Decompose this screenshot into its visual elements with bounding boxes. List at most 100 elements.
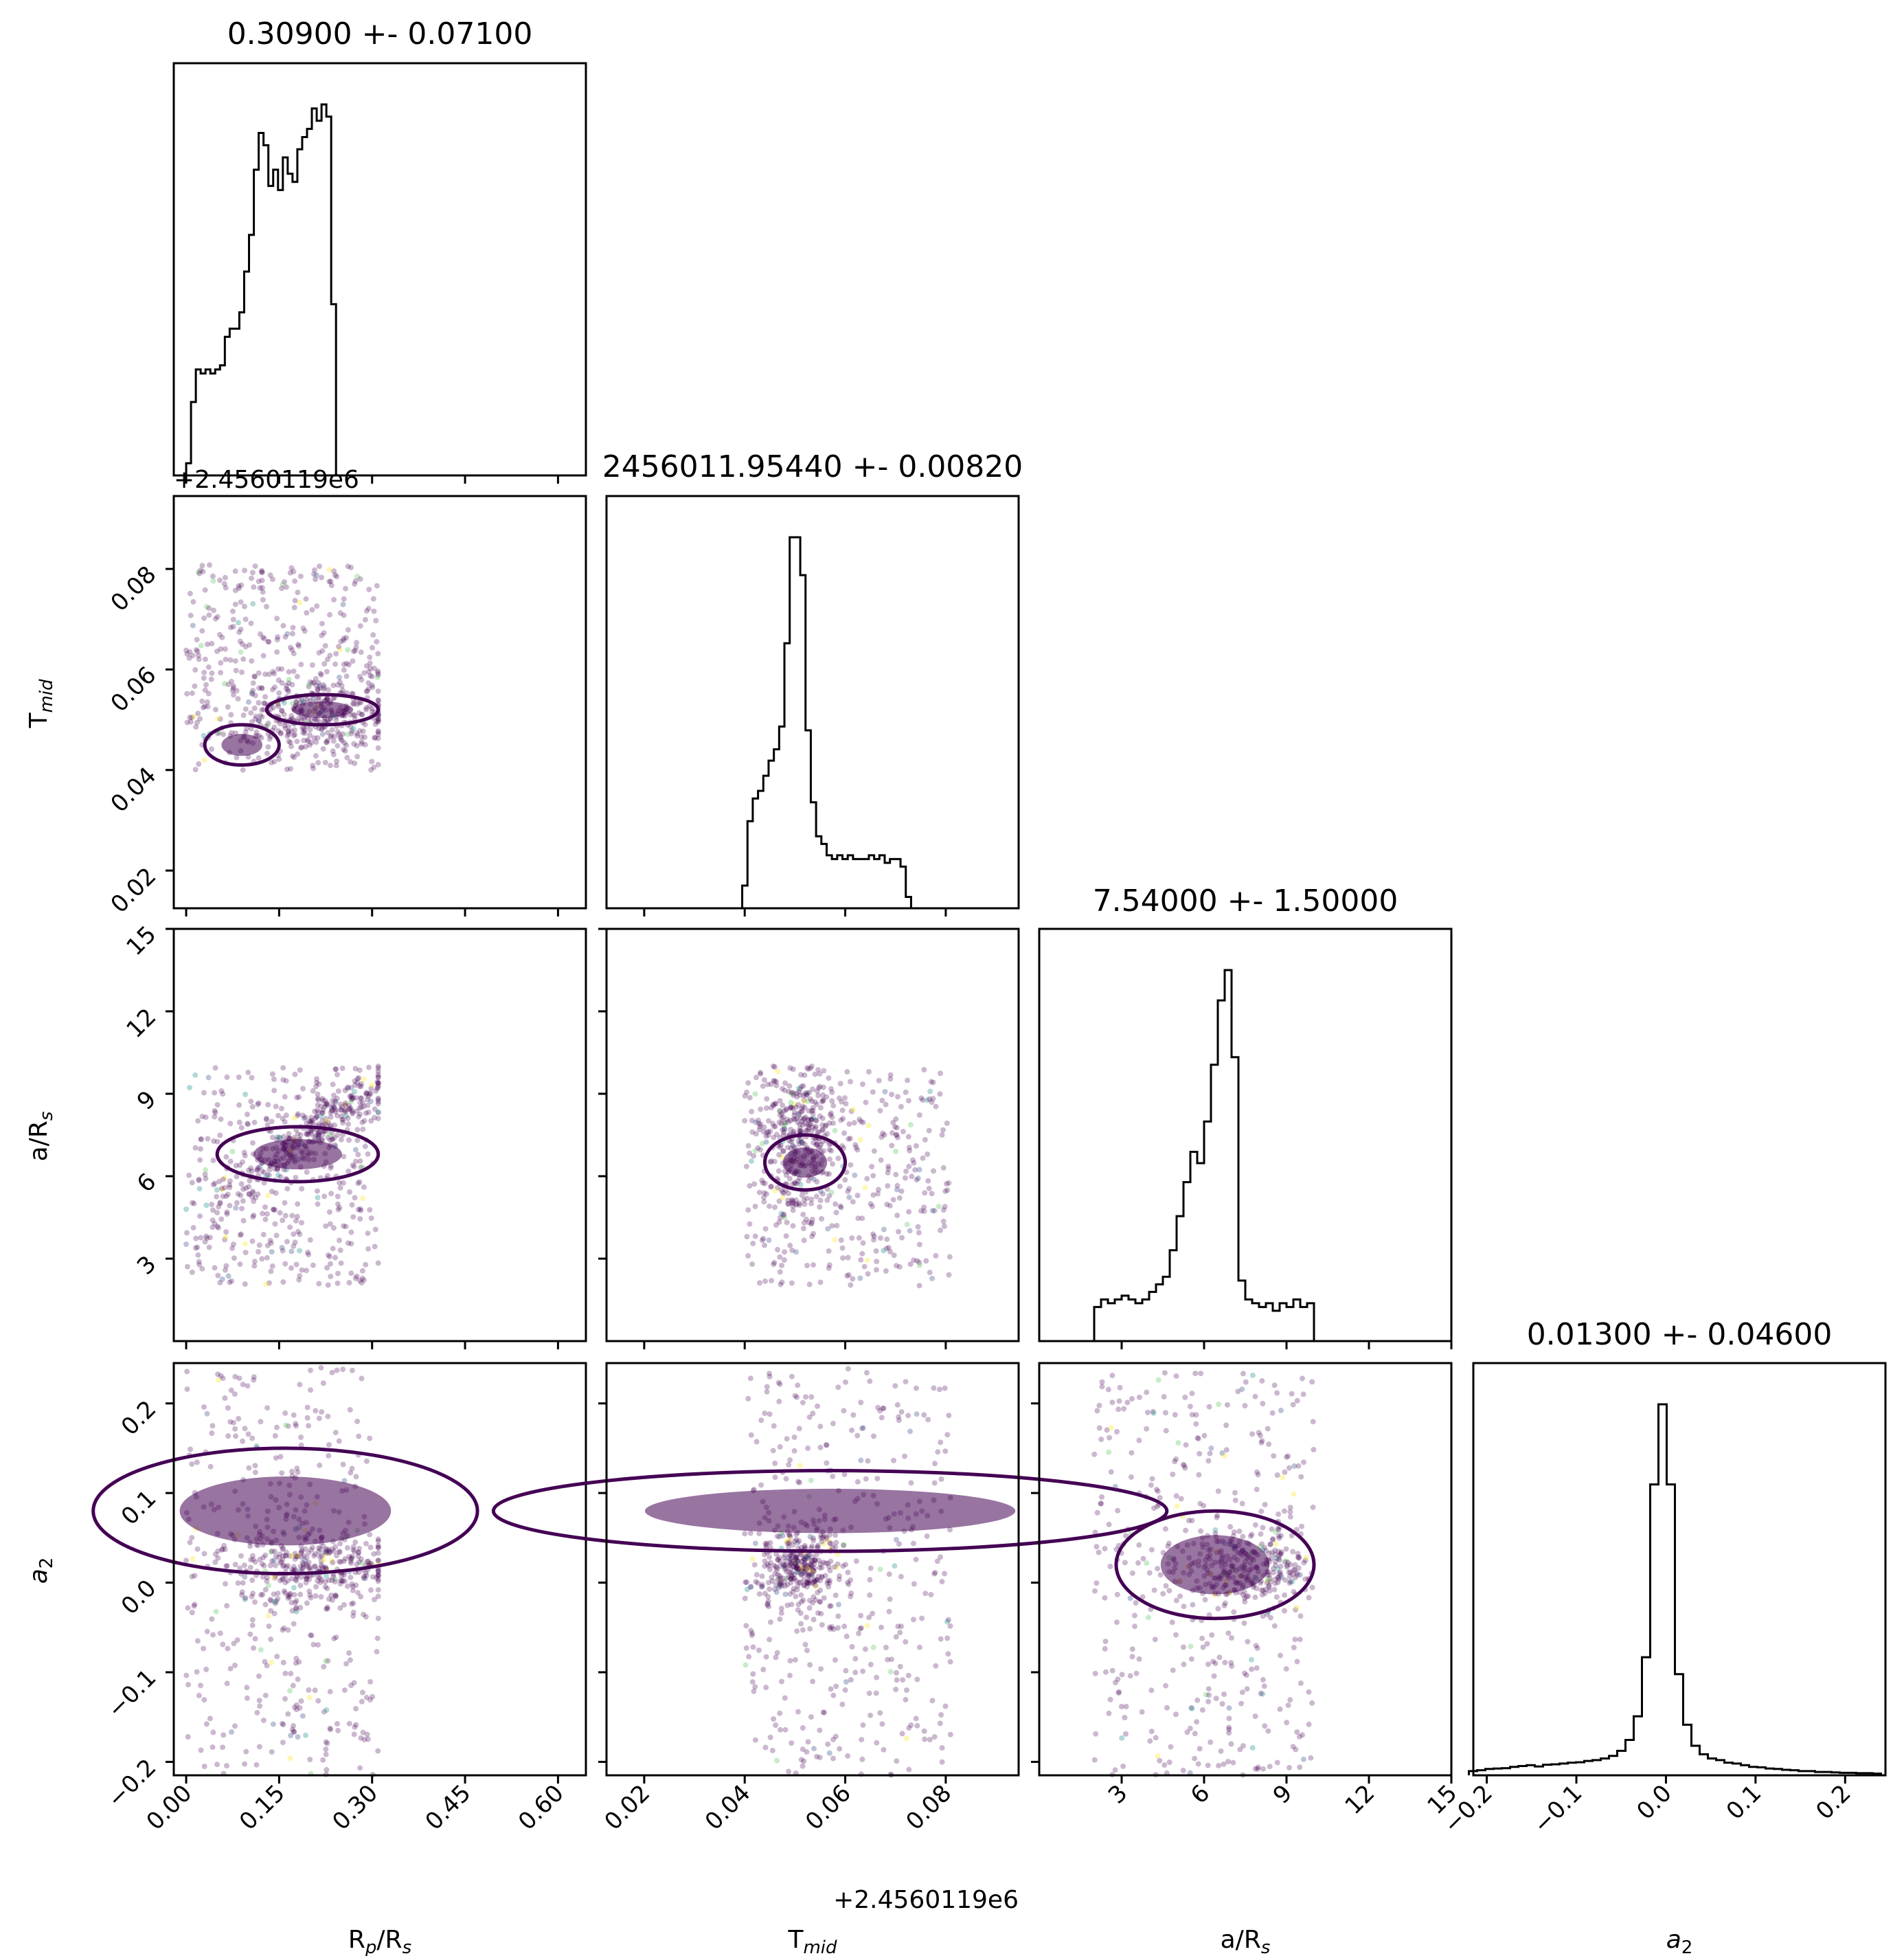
- scatter-point: [936, 1204, 942, 1210]
- scatter-point: [375, 1074, 381, 1080]
- scatter-point: [904, 1222, 910, 1228]
- scatter-point: [896, 1414, 902, 1420]
- scatter-point: [1094, 1408, 1100, 1414]
- scatter-point: [291, 1567, 297, 1573]
- scatter-point: [209, 746, 214, 752]
- scatter-point: [349, 1092, 355, 1099]
- scatter-point: [1262, 1590, 1268, 1596]
- scatter-point: [1265, 1728, 1271, 1734]
- scatter-point: [237, 1565, 243, 1571]
- scatter-point: [780, 1189, 786, 1195]
- scatter-point: [852, 1656, 859, 1662]
- scatter-point: [1193, 1421, 1199, 1427]
- scatter-point: [247, 1178, 253, 1184]
- scatter-point: [280, 1279, 286, 1285]
- scatter-point: [315, 760, 321, 766]
- scatter-point: [348, 1085, 354, 1091]
- scatter-point: [298, 1442, 304, 1448]
- scatter-point: [348, 730, 354, 737]
- scatter-point: [828, 1540, 834, 1547]
- scatter-point: [812, 1099, 818, 1105]
- scatter-point: [944, 1120, 950, 1126]
- scatter-point: [334, 1367, 340, 1373]
- scatter-point: [947, 1623, 953, 1629]
- scatter-point: [335, 743, 341, 749]
- scatter-point: [375, 1068, 381, 1075]
- scatter-point: [792, 1656, 798, 1663]
- scatter-point: [802, 1072, 808, 1078]
- scatter-point: [944, 1635, 951, 1641]
- scatter-point: [1283, 1666, 1289, 1672]
- scatter-point: [297, 1705, 303, 1711]
- scatter-point: [304, 1563, 310, 1569]
- scatter-point: [1274, 1390, 1280, 1396]
- scatter-point: [321, 1549, 328, 1555]
- scatter-point: [372, 665, 377, 671]
- scatter-point: [231, 1419, 237, 1426]
- scatter-point: [1149, 1476, 1155, 1482]
- scatter-point: [1162, 1526, 1168, 1532]
- scatter-point: [225, 1645, 231, 1652]
- scatter-point: [214, 649, 220, 654]
- scatter-point: [288, 728, 294, 734]
- scatter-point: [361, 1103, 367, 1110]
- scatter-point: [854, 1193, 861, 1198]
- scatter-point: [290, 1683, 296, 1689]
- scatter-point: [1198, 1371, 1204, 1377]
- scatter-point: [359, 1268, 365, 1274]
- scatter-point: [317, 1580, 324, 1586]
- scatter-point: [859, 1625, 864, 1631]
- scatter-point: [265, 1101, 271, 1108]
- scatter-point: [778, 1109, 783, 1114]
- scatter-point: [806, 1219, 812, 1226]
- scatter-point: [769, 1121, 775, 1127]
- scatter-point: [242, 1281, 248, 1287]
- scatter-point: [752, 1540, 758, 1547]
- scatter-point: [323, 1658, 329, 1664]
- scatter-point: [930, 1096, 936, 1102]
- scatter-point: [875, 1404, 881, 1410]
- scatter-point: [316, 1134, 321, 1140]
- scatter-point: [762, 1242, 767, 1248]
- scatter-point: [761, 1194, 767, 1200]
- scatter-point: [830, 1755, 836, 1762]
- scatter-point: [228, 712, 234, 718]
- scatter-point: [219, 1277, 225, 1282]
- scatter-point: [827, 1532, 832, 1538]
- scatter-point: [780, 1148, 786, 1154]
- scatter-point: [749, 1556, 756, 1562]
- scatter-point: [327, 1137, 333, 1143]
- scatter-point: [802, 1090, 808, 1097]
- scatter-point: [267, 1597, 273, 1603]
- scatter-point: [214, 1193, 220, 1200]
- scatter-point: [748, 1432, 754, 1438]
- scatter-point: [793, 1558, 800, 1564]
- scatter-point: [791, 1112, 797, 1118]
- scatter-point: [805, 1121, 811, 1127]
- scatter-point: [359, 1689, 365, 1696]
- scatter-point: [279, 666, 285, 672]
- scatter-point: [795, 1558, 802, 1564]
- scatter-point: [325, 1173, 330, 1179]
- scatter-point: [218, 1088, 225, 1094]
- scatter-point: [332, 1576, 338, 1582]
- scatter-point: [358, 1095, 364, 1101]
- scatter-point: [241, 1562, 247, 1569]
- scatter-point: [246, 1191, 252, 1197]
- scatter-point: [813, 1123, 819, 1129]
- scatter-point: [319, 1409, 325, 1415]
- scatter-point: [298, 1550, 304, 1556]
- scatter-point: [780, 1212, 786, 1218]
- scatter-point: [239, 669, 245, 675]
- scatter-point: [260, 1574, 266, 1580]
- scatter-point: [894, 1187, 900, 1193]
- scatter-point: [805, 1098, 811, 1104]
- scatter-point: [762, 1278, 768, 1284]
- scatter-point: [852, 1172, 858, 1178]
- scatter-point: [184, 1230, 190, 1236]
- scatter-point: [916, 1167, 922, 1173]
- scatter-point: [372, 721, 378, 728]
- scatter-point: [262, 671, 269, 677]
- scatter-point: [194, 1546, 201, 1552]
- scatter-point: [767, 1554, 773, 1560]
